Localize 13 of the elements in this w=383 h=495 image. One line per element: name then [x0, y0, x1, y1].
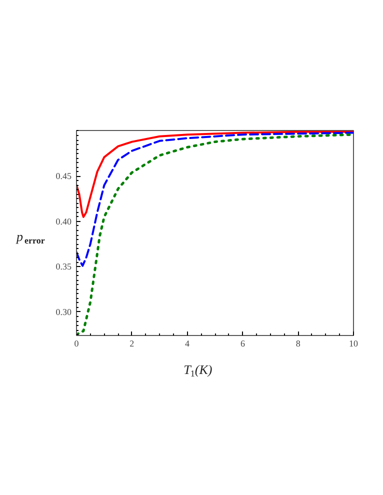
- line-series: [76, 132, 354, 267]
- y-tick-label: 0.45: [56, 171, 72, 182]
- x-tick-label: 10: [349, 338, 358, 348]
- x-tick-label: 8: [296, 338, 301, 348]
- y-tick-label: 0.40: [56, 216, 72, 226]
- x-tick-label: 6: [240, 338, 246, 348]
- y-tick-label: 0.30: [56, 306, 72, 317]
- line-series: [76, 130, 354, 218]
- y-tick-label: 0.35: [56, 262, 72, 272]
- x-tick-label: 2: [130, 338, 134, 348]
- x-tick-label: 0: [74, 338, 80, 348]
- x-tick-label: 4: [185, 338, 190, 348]
- line-series: [76, 133, 354, 336]
